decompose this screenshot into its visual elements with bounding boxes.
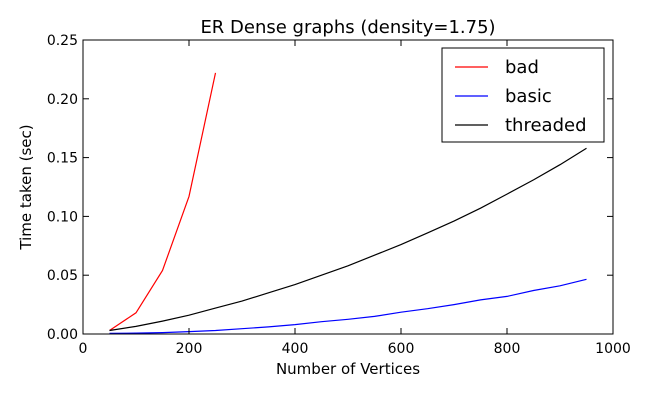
series-line-threaded bbox=[109, 147, 587, 332]
chart-title: ER Dense graphs (density=1.75) bbox=[200, 17, 495, 38]
x-tick-label: 400 bbox=[282, 341, 309, 357]
plot-frame bbox=[82, 39, 614, 335]
legend-items: bad basic threaded bbox=[455, 57, 587, 136]
x-axis-ticks: 0 200 400 600 800 1000 bbox=[79, 40, 631, 357]
series-line-bad bbox=[109, 72, 217, 331]
legend-label-bad: bad bbox=[505, 57, 539, 78]
x-tick-label: 200 bbox=[176, 341, 203, 357]
legend-label-threaded: threaded bbox=[505, 115, 587, 136]
y-tick-label: 0.10 bbox=[47, 209, 78, 225]
y-tick-label: 0.15 bbox=[47, 151, 78, 167]
x-tick-label: 1000 bbox=[595, 341, 631, 357]
y-tick-label: 0.05 bbox=[47, 268, 78, 284]
legend: bad basic threaded bbox=[441, 47, 605, 143]
legend-box bbox=[441, 47, 605, 143]
x-tick-label: 0 bbox=[79, 341, 88, 357]
y-axis-label: Time taken (sec) bbox=[17, 124, 35, 250]
y-tick-label: 0.25 bbox=[47, 33, 78, 49]
y-tick-label: 0.00 bbox=[47, 327, 78, 343]
series-line-basic bbox=[109, 278, 587, 334]
x-tick-label: 800 bbox=[494, 341, 521, 357]
y-axis-ticks: 0.00 0.05 0.10 0.15 0.20 0.25 bbox=[47, 33, 613, 343]
x-tick-label: 600 bbox=[388, 341, 415, 357]
x-axis-label: Number of Vertices bbox=[276, 360, 420, 378]
legend-label-basic: basic bbox=[505, 86, 552, 107]
y-tick-label: 0.20 bbox=[47, 92, 78, 108]
